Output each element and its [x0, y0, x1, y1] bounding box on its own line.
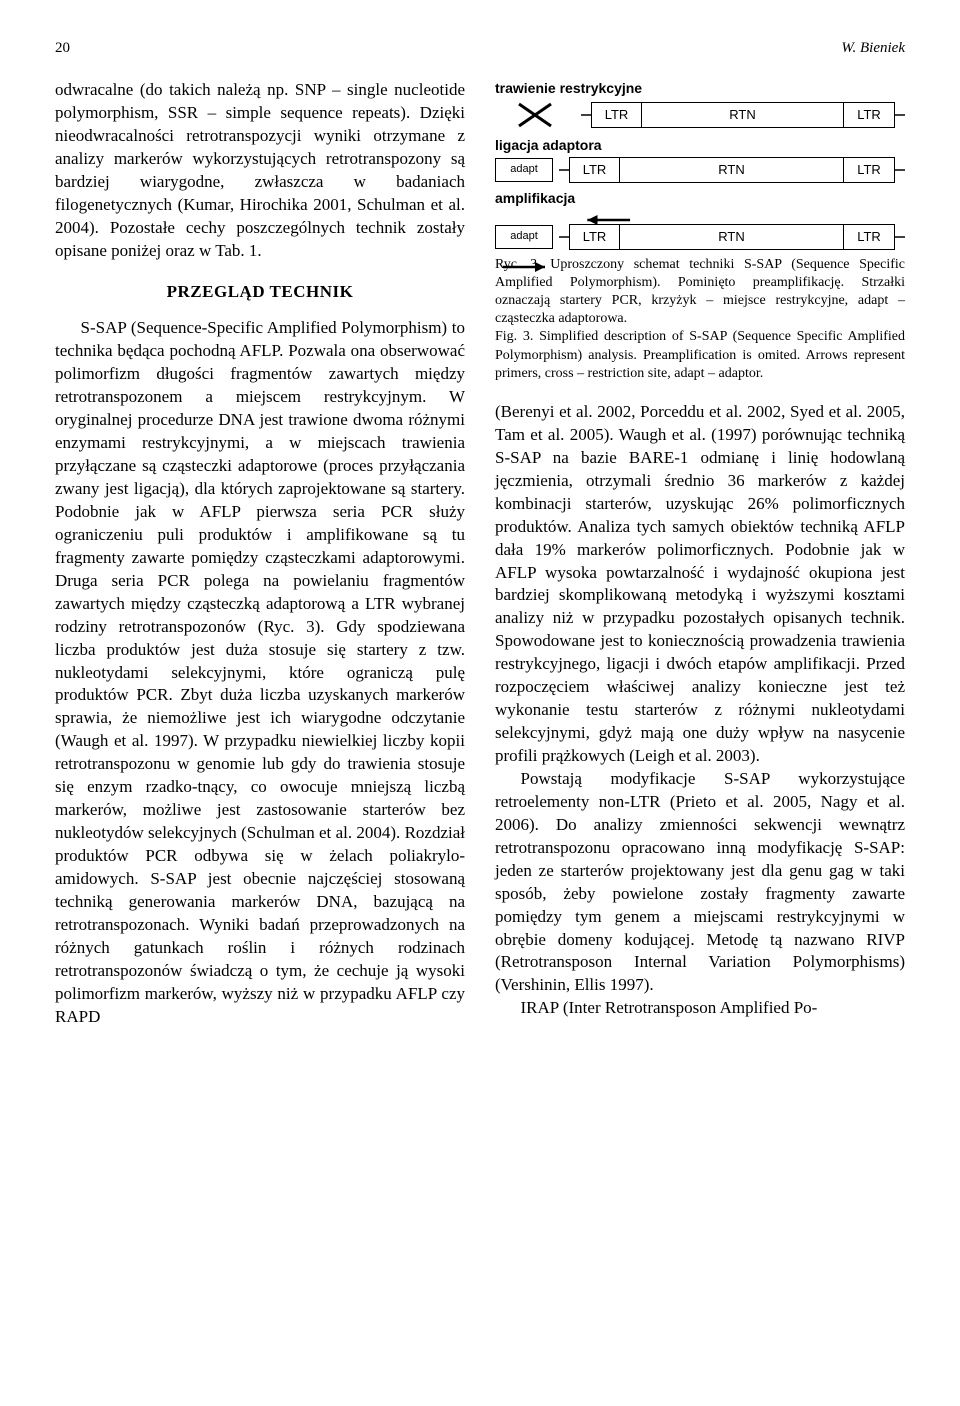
figure-label-amplification: amplifikacja — [495, 189, 905, 208]
figure-adapt-box: adapt — [495, 158, 553, 182]
figure-cell: adapt — [510, 229, 538, 244]
running-header: 20 W. Bieniek — [55, 40, 905, 57]
running-head: W. Bieniek — [841, 40, 905, 57]
section-heading: PRZEGLĄD TECHNIK — [55, 281, 465, 304]
left-paragraph-1: odwracalne (do takich należą np. SNP – s… — [55, 79, 465, 263]
figure-3: trawienie restrykcyjne LTR RTN — [495, 79, 905, 230]
figure-row-2: adapt LTR RTN LTR — [495, 157, 905, 183]
figure-cell: LTR — [592, 103, 642, 127]
figure-cell: adapt — [510, 162, 538, 177]
right-paragraph-3: IRAP (Inter Retrotransposon Amplified Po… — [495, 997, 905, 1020]
figure-cell: LTR — [844, 158, 894, 182]
cross-icon — [495, 100, 575, 130]
caption-en: Fig. 3. Simplified description of S-SAP … — [495, 328, 905, 383]
right-column: trawienie restrykcyjne LTR RTN — [495, 79, 905, 1029]
figure-3-caption: Ryc. 3. Uproszczony schemat techniki S-S… — [495, 256, 905, 383]
page: 20 W. Bieniek odwracalne (do takich nale… — [0, 0, 960, 1079]
page-number: 20 — [55, 40, 70, 57]
running-head-text: W. Bieniek — [841, 40, 905, 56]
figure-label-restriction: trawienie restrykcyjne — [495, 79, 905, 98]
figure-row-1: LTR RTN LTR — [495, 100, 905, 130]
figure-arrow-right — [495, 216, 905, 230]
left-paragraph-2: S-SAP (Sequence-Specific Amplified Polym… — [55, 317, 465, 1028]
right-paragraph-1: (Berenyi et al. 2002, Porceddu et al. 20… — [495, 401, 905, 768]
left-column: odwracalne (do takich należą np. SNP – s… — [55, 79, 465, 1029]
figure-label-ligation: ligacja adaptora — [495, 136, 905, 155]
figure-cell: RTN — [620, 158, 844, 182]
figure-cell: LTR — [844, 103, 894, 127]
right-paragraph-2: Powstają modyfikacje S-SAP wykorzystując… — [495, 768, 905, 997]
two-column-layout: odwracalne (do takich należą np. SNP – s… — [55, 79, 905, 1029]
figure-cell: LTR — [570, 158, 620, 182]
figure-cell: RTN — [642, 103, 844, 127]
